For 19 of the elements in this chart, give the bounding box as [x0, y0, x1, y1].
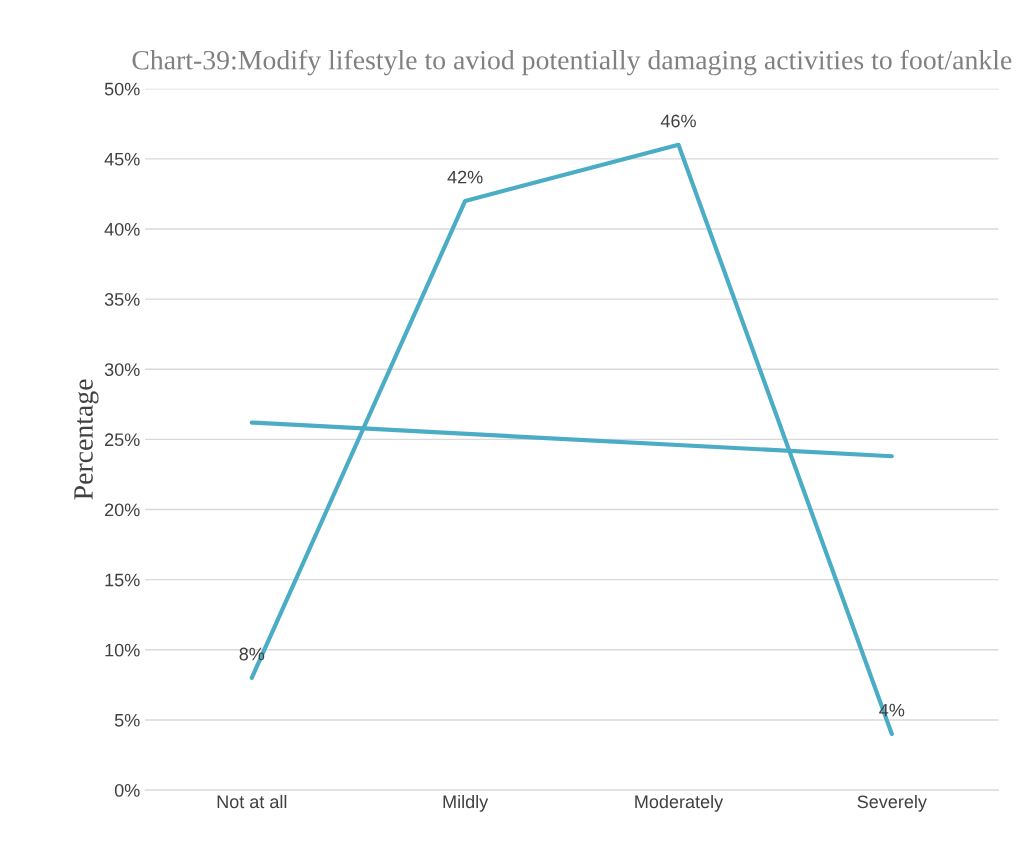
x-tick-label: Severely: [857, 794, 927, 812]
chart-title: Chart-39:Modify lifestyle to aviod potentially damaging activities to foot/ankle: [132, 49, 1012, 76]
data-label: 42%: [447, 170, 483, 184]
y-tick-label: 45%: [104, 152, 140, 166]
x-tick-label: Moderately: [635, 794, 724, 812]
data-label: 46%: [660, 114, 696, 128]
y-tick-label: 35%: [104, 293, 140, 306]
x-tick-label: Mildly: [443, 794, 489, 812]
y-tick-label: 0%: [114, 784, 140, 797]
y-tick-label: 5%: [114, 713, 140, 727]
y-axis-title: Percentage: [74, 379, 99, 500]
y-tick-label: 10%: [105, 643, 140, 657]
y-tick-label: 50%: [104, 82, 140, 96]
y-tick-label: 25%: [105, 433, 140, 447]
y-tick-label: 20%: [105, 503, 140, 517]
x-tick-label: Not at all: [217, 794, 287, 809]
y-tick-label: 15%: [105, 573, 140, 587]
y-tick-label: 30%: [104, 363, 140, 376]
y-tick-label: 40%: [104, 222, 140, 236]
